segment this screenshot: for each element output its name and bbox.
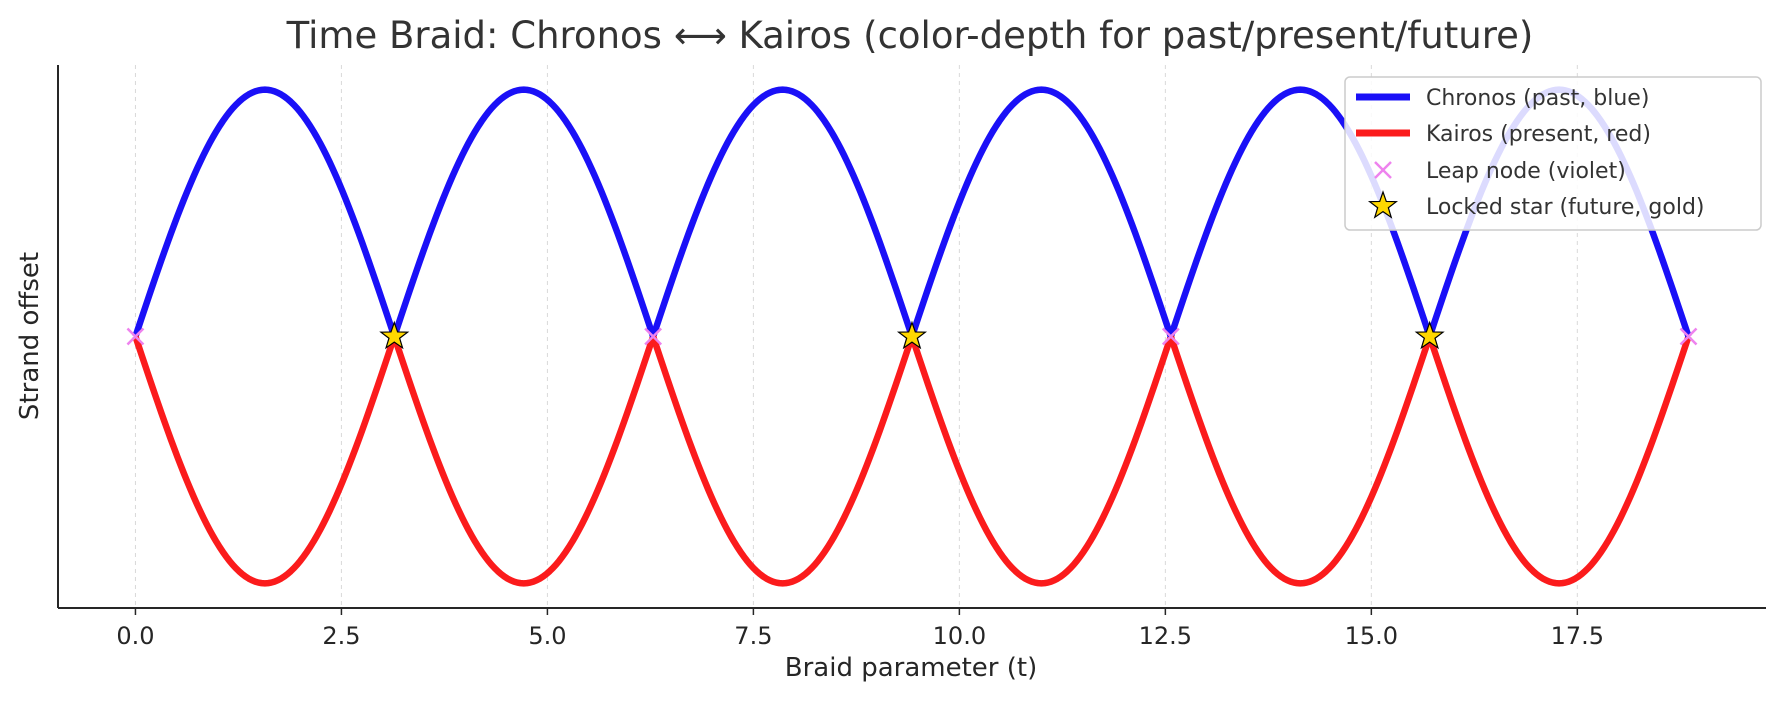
chart-title: Time Braid: Chronos ⟷ Kairos (color-dept… bbox=[286, 14, 1534, 57]
x-stroke bbox=[126, 327, 145, 346]
x-stroke bbox=[1161, 327, 1180, 346]
leap-node-marker bbox=[1161, 327, 1180, 346]
strand-b-segment bbox=[650, 335, 916, 587]
x-axis-label: Braid parameter (t) bbox=[785, 653, 1037, 683]
legend-label-leap-node: Leap node (violet) bbox=[1426, 159, 1626, 184]
locked-star-marker bbox=[896, 320, 928, 350]
x-tick-label: 12.5 bbox=[1139, 622, 1192, 650]
legend-label-locked-star: Locked star (future, gold) bbox=[1426, 195, 1705, 220]
leap-node-marker bbox=[1679, 327, 1698, 346]
legend-swatch-locked-star bbox=[1367, 190, 1399, 219]
strand-b-segment bbox=[132, 335, 398, 587]
legend-x-icon bbox=[1374, 161, 1392, 179]
x-tick-layer: 0.0 2.5 5.0 7.5 10.0 12.5 15.0 17.5 bbox=[116, 608, 1604, 650]
strand-b-segment bbox=[391, 86, 657, 338]
strand-a-segment bbox=[1426, 335, 1692, 587]
x-stroke bbox=[1679, 327, 1698, 346]
leap-node-marker bbox=[644, 327, 663, 346]
strand-a-segment bbox=[391, 335, 657, 587]
x-tick-label: 10.0 bbox=[933, 622, 986, 650]
legend: Chronos (past, blue) Kairos (present, re… bbox=[1344, 76, 1762, 231]
y-axis-label: Strand offset bbox=[15, 252, 45, 420]
x-tick-label: 15.0 bbox=[1345, 622, 1398, 650]
strand-b-segment bbox=[1167, 335, 1433, 587]
strand-b-segment bbox=[908, 86, 1174, 338]
legend-swatch-leap-node bbox=[1374, 161, 1392, 179]
x-tick-label: 5.0 bbox=[528, 622, 566, 650]
strand-a-segment bbox=[908, 335, 1174, 587]
legend-box bbox=[1344, 76, 1762, 231]
leap-node-marker bbox=[126, 327, 145, 346]
x-stroke bbox=[644, 327, 663, 346]
locked-star-marker bbox=[1414, 320, 1445, 350]
strand-a-segment bbox=[650, 86, 916, 338]
x-tick-label: 0.0 bbox=[116, 622, 154, 650]
x-stroke bbox=[1374, 161, 1392, 179]
x-tick-label: 7.5 bbox=[734, 622, 772, 650]
legend-star-icon bbox=[1367, 190, 1399, 219]
x-tick-label: 17.5 bbox=[1551, 622, 1604, 650]
x-tick-label: 2.5 bbox=[322, 622, 360, 650]
marker-layer bbox=[126, 320, 1698, 350]
locked-star-marker bbox=[379, 320, 410, 350]
legend-label-kairos: Kairos (present, red) bbox=[1426, 122, 1651, 147]
legend-label-chronos: Chronos (past, blue) bbox=[1426, 86, 1649, 111]
strand-a-segment bbox=[132, 86, 398, 338]
